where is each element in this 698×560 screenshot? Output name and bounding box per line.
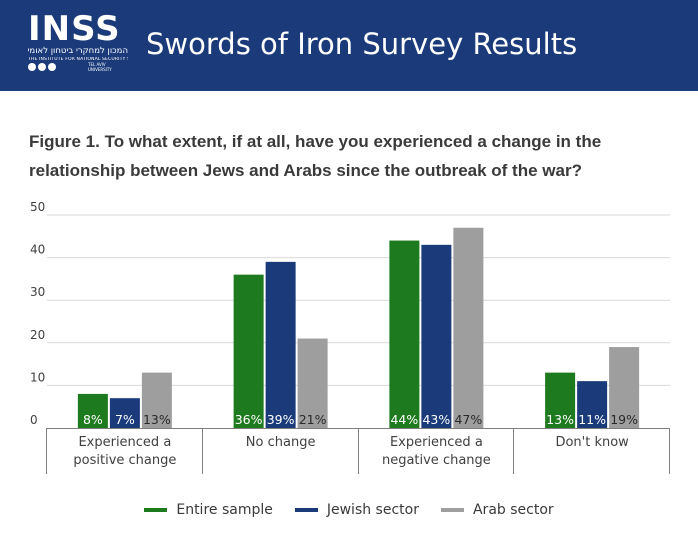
data-label: 13% <box>546 412 574 427</box>
bar <box>77 393 108 428</box>
logo-english-text: THE INSTITUTE FOR NATIONAL SECURITY STUD… <box>28 57 128 62</box>
header-banner: INSS המכון למחקרי ביטחון לאומי THE INSTI… <box>0 0 698 91</box>
data-label: 11% <box>578 412 606 427</box>
logo-wordmark: INSS <box>28 9 121 49</box>
bar-chart: 0 10 20 30 40 50 8% 7% 13% 36% 39% 21% 44% 43% 47% 13%… <box>30 200 670 474</box>
chart-bars <box>77 227 640 428</box>
y-tick-label: 50 <box>30 200 45 214</box>
chart-gridlines <box>47 214 670 386</box>
x-tick-label: Don't know <box>555 435 629 450</box>
legend-swatch <box>440 508 464 512</box>
legend-label: Jewish sector <box>326 502 419 518</box>
y-tick-label: 30 <box>30 285 45 299</box>
legend-swatch <box>144 508 168 512</box>
page-title: Swords of Iron Survey Results <box>146 27 578 61</box>
data-label: 21% <box>299 412 327 427</box>
legend-item: Arab sector <box>440 502 554 518</box>
y-tick-label: 10 <box>30 370 45 384</box>
x-tick-label: Experienced a negative change <box>382 435 491 468</box>
bar <box>265 261 296 428</box>
bar <box>233 274 264 428</box>
inss-logo: INSS המכון למחקרי ביטחון לאומי THE INSTI… <box>28 9 128 74</box>
bar <box>421 244 452 428</box>
bar <box>609 347 640 428</box>
bar <box>545 372 576 428</box>
bar <box>453 227 484 428</box>
x-tick-label: No change <box>246 435 316 450</box>
legend-label: Arab sector <box>472 502 554 518</box>
chart-legend: Entire sample Jewish sector Arab sector <box>0 498 698 522</box>
bar <box>109 398 140 428</box>
chart-data-labels: 8% 7% 13% 36% 39% 21% 44% 43% 47% 13% 11% 19% <box>83 412 638 427</box>
chart-x-axis: Experienced a positive change No change Exp… <box>46 428 670 474</box>
chart-y-ticks: 0 10 20 30 40 50 <box>30 200 45 427</box>
bar <box>297 338 328 428</box>
data-label: 19% <box>610 412 638 427</box>
x-tick-label: Experienced a positive change <box>73 435 176 468</box>
bar <box>577 381 608 428</box>
logo-university-text: TEL AVIV UNIVERSITY <box>88 62 112 72</box>
data-label: 8% <box>83 412 103 427</box>
data-label: 47% <box>454 412 482 427</box>
data-label: 13% <box>143 412 171 427</box>
data-label: 43% <box>422 412 450 427</box>
logo-hebrew-text: המכון למחקרי ביטחון לאומי <box>28 46 128 56</box>
data-label: 36% <box>235 412 263 427</box>
data-label: 7% <box>115 412 135 427</box>
legend-swatch <box>294 508 318 512</box>
bar <box>389 240 420 428</box>
legend-label: Entire sample <box>176 502 273 518</box>
figure-title: Figure 1. To what extent, if at all, hav… <box>29 132 602 180</box>
y-tick-label: 40 <box>30 243 45 257</box>
logo-circles-icon <box>28 63 62 73</box>
legend-item: Entire sample <box>144 502 273 518</box>
legend-item: Jewish sector <box>294 502 419 518</box>
data-label: 44% <box>390 412 418 427</box>
bar <box>141 372 172 428</box>
data-label: 39% <box>267 412 295 427</box>
y-tick-label: 0 <box>30 413 38 427</box>
y-tick-label: 20 <box>30 328 45 342</box>
